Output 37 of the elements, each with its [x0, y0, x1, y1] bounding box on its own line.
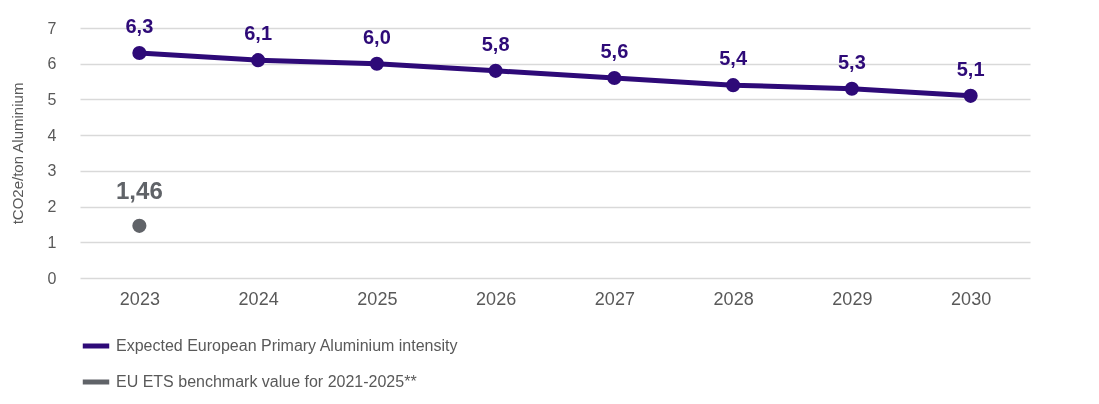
- point: [369, 56, 384, 71]
- data-label: 5,3: [837, 50, 866, 73]
- y-tick-label: 4: [47, 126, 57, 144]
- x-tick-label: 2030: [951, 288, 992, 309]
- data-label: 5,6: [600, 40, 629, 62]
- y-tick-label: 3: [47, 162, 57, 180]
- y-tick-label: 6: [47, 55, 57, 73]
- data-label: 5,1: [956, 57, 985, 80]
- x-tick-label: 2023: [119, 288, 160, 309]
- point: [607, 70, 622, 86]
- y-tick-label: 5: [47, 90, 57, 108]
- x-tick-label: 2027: [594, 288, 635, 309]
- point: [726, 78, 741, 93]
- y-tick-label: 2: [47, 198, 57, 216]
- legend-label: Expected European Primary Aluminium intensity: [116, 337, 458, 354]
- data-label: 1,46: [116, 176, 163, 204]
- x-tick-label: 2024: [238, 288, 279, 309]
- data-label: 5,8: [481, 32, 510, 55]
- x-tick-label: 2029: [832, 288, 873, 309]
- x-tick-label: 2028: [713, 288, 754, 309]
- data-label: 6,0: [362, 25, 391, 48]
- point: [963, 88, 978, 103]
- point: [488, 63, 503, 78]
- data-label: 6,1: [244, 22, 273, 45]
- y-tick-label: 1: [47, 233, 57, 251]
- y-axis-title: tCO2e/ton Aluminium: [8, 82, 26, 225]
- y-tick-label: 0: [47, 269, 57, 287]
- x-tick-label: 2025: [357, 288, 398, 309]
- point: [132, 45, 147, 61]
- data-label: 5,4: [719, 47, 748, 70]
- point: [844, 81, 859, 96]
- point: [132, 218, 147, 233]
- point: [251, 53, 266, 68]
- x-tick-label: 2026: [476, 288, 517, 309]
- legend-label: EU ETS benchmark value for 2021-2025**: [116, 373, 417, 390]
- y-tick-label: 7: [47, 19, 57, 37]
- data-label: 6,3: [125, 15, 154, 37]
